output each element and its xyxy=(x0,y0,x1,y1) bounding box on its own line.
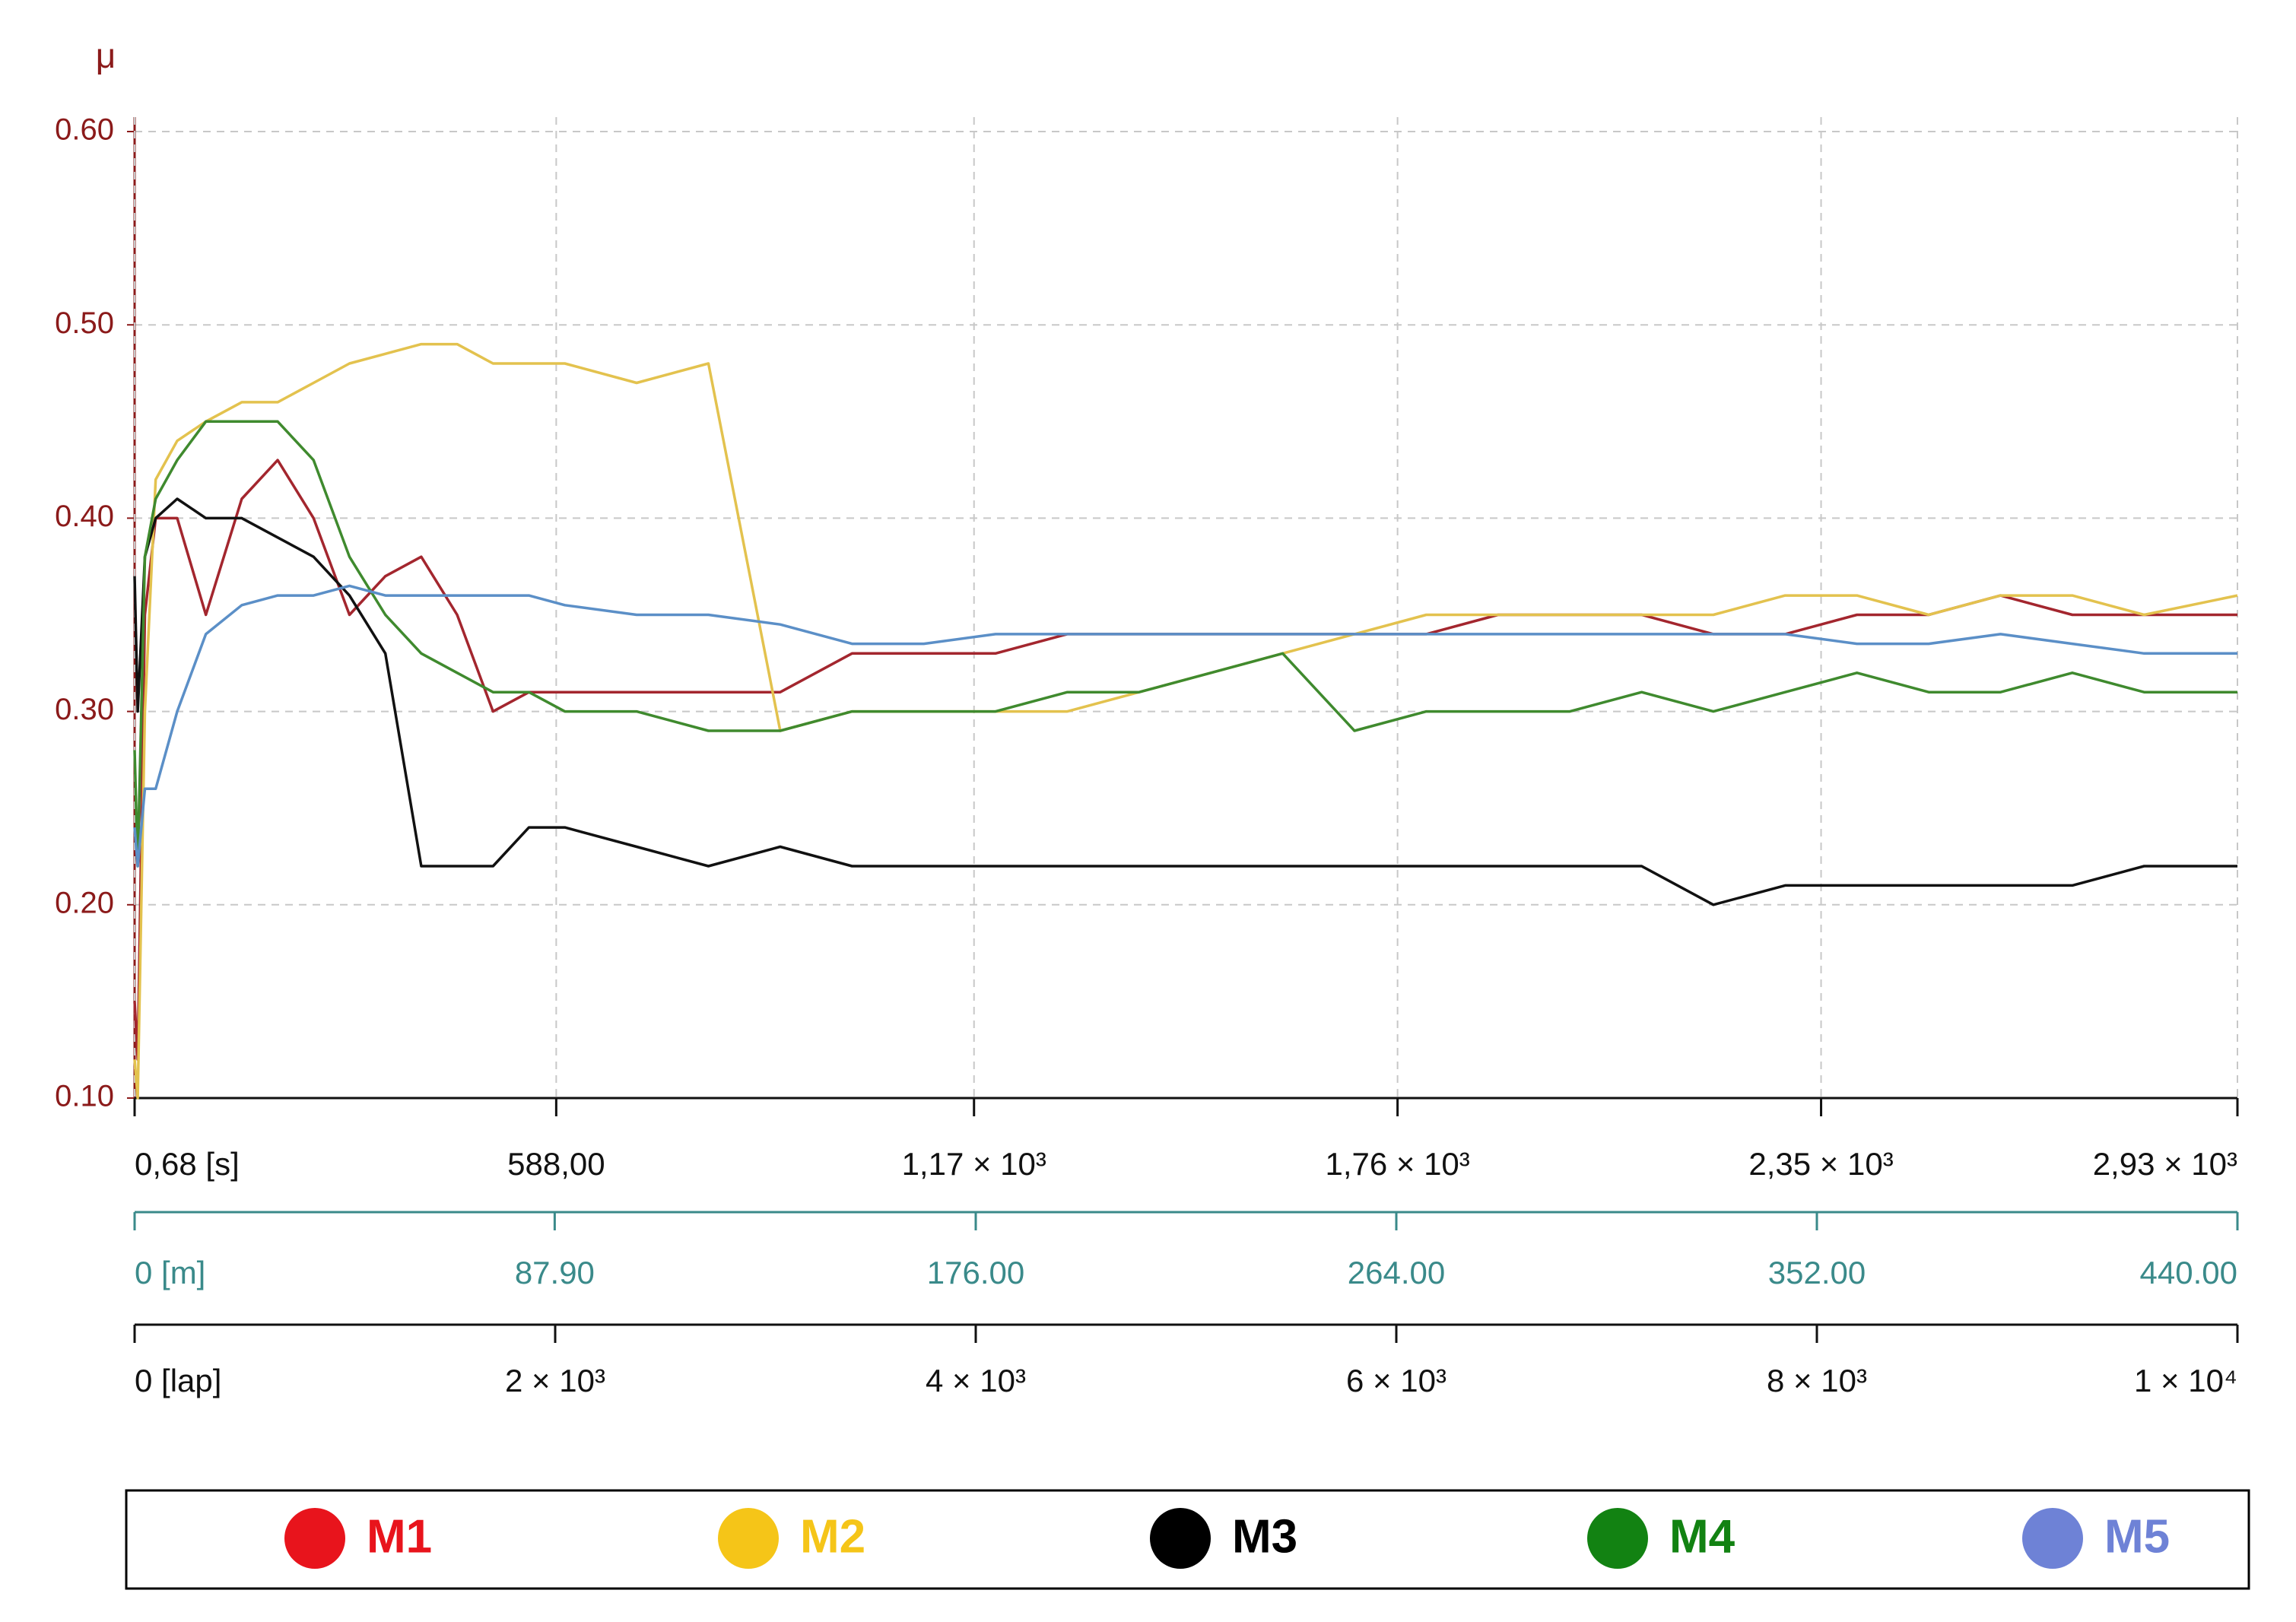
series-line xyxy=(133,497,2237,906)
x-tick-label: 1,17 × 10³ xyxy=(902,1146,1046,1182)
legend-label: M3 xyxy=(1232,1510,1297,1563)
legend-label: M2 xyxy=(800,1510,865,1563)
series-line xyxy=(133,420,2237,868)
x3-tick-label: 6 × 10³ xyxy=(1346,1363,1447,1398)
x-tick-label: 1,76 × 10³ xyxy=(1325,1146,1469,1182)
legend-marker xyxy=(2022,1508,2083,1569)
x2-tick-label: 440.00 xyxy=(2140,1255,2237,1290)
legend-marker xyxy=(284,1508,345,1569)
x2-tick-label: 176.00 xyxy=(927,1255,1024,1290)
series-line xyxy=(133,459,2237,1061)
legend-marker xyxy=(1150,1508,1211,1569)
y-tick-label: 0.50 xyxy=(55,306,114,340)
y-tick-label: 0.40 xyxy=(55,500,114,533)
y-tick-label: 0.60 xyxy=(55,113,114,147)
series-line xyxy=(133,584,2237,868)
legend-marker xyxy=(1587,1508,1648,1569)
x3-tick-label: 4 × 10³ xyxy=(926,1363,1026,1398)
y-axis-label: μ xyxy=(96,36,116,75)
x2-tick-label: 352.00 xyxy=(1768,1255,1866,1290)
x3-tick-label: 8 × 10³ xyxy=(1767,1363,1867,1398)
x-tick-label: 0,68 [s] xyxy=(135,1146,240,1182)
x2-tick-label: 0 [m] xyxy=(135,1255,205,1290)
legend-label: M1 xyxy=(367,1510,432,1563)
x3-tick-label: 2 × 10³ xyxy=(505,1363,605,1398)
x-tick-label: 2,93 × 10³ xyxy=(2093,1146,2237,1182)
x3-tick-label: 1 × 10⁴ xyxy=(2134,1363,2237,1398)
x2-tick-label: 264.00 xyxy=(1348,1255,1445,1290)
legend-label: M5 xyxy=(2104,1510,2170,1563)
x-tick-label: 588,00 xyxy=(507,1146,605,1182)
legend-label: M4 xyxy=(1669,1510,1735,1563)
x-tick-label: 2,35 × 10³ xyxy=(1748,1146,1893,1182)
legend-box xyxy=(125,1489,2250,1590)
x2-tick-label: 87.90 xyxy=(515,1255,595,1290)
x3-tick-label: 0 [lap] xyxy=(135,1363,221,1398)
legend-marker xyxy=(718,1508,779,1569)
y-tick-label: 0.30 xyxy=(55,693,114,726)
y-tick-label: 0.10 xyxy=(55,1080,114,1113)
y-tick-label: 0.20 xyxy=(55,886,114,919)
series-line xyxy=(133,342,2238,1100)
